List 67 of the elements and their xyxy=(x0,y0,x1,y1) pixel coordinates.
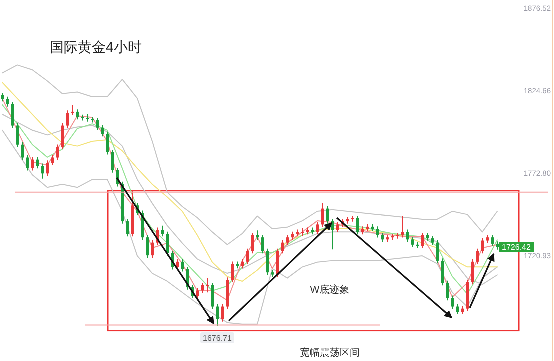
candlestick xyxy=(216,304,219,327)
candlestick xyxy=(36,156,39,170)
candlestick xyxy=(76,109,79,120)
candlestick xyxy=(11,102,14,129)
candlestick xyxy=(196,288,199,299)
candlestick xyxy=(376,226,379,238)
candlestick xyxy=(491,234,494,247)
candlestick xyxy=(221,304,224,322)
candlestick xyxy=(21,142,24,161)
candlestick xyxy=(286,234,289,246)
candlestick xyxy=(126,218,129,238)
annotation: 1726.42 xyxy=(502,242,532,252)
candlestick xyxy=(316,222,319,236)
candlestick xyxy=(181,259,184,272)
candlestick xyxy=(276,248,279,278)
candlestick xyxy=(201,282,204,294)
candlestick xyxy=(211,282,214,310)
candlestick xyxy=(261,234,264,254)
candlestick xyxy=(111,149,114,174)
candlestick xyxy=(381,232,384,243)
candlestick xyxy=(246,248,249,265)
candlestick xyxy=(421,232,424,249)
candlestick xyxy=(406,229,409,243)
candlestick xyxy=(281,240,284,254)
candlestick xyxy=(251,232,254,254)
candlestick xyxy=(321,203,324,228)
candlestick xyxy=(46,160,49,177)
candlestick xyxy=(51,154,54,166)
candlestick xyxy=(471,259,474,286)
candlestick xyxy=(456,304,459,315)
candlestick xyxy=(266,248,269,276)
candlestick xyxy=(206,278,209,294)
candlestick xyxy=(451,295,454,310)
annotation: 宽幅震荡区间 xyxy=(300,347,360,359)
candlestick xyxy=(61,122,64,150)
candlestick xyxy=(41,163,44,180)
candlestick xyxy=(436,240,439,264)
candlestick xyxy=(446,280,449,302)
candlestick xyxy=(146,234,149,258)
candlestick xyxy=(231,261,234,283)
candlestick xyxy=(336,222,339,234)
candlestick xyxy=(106,131,109,156)
candlestick xyxy=(26,154,29,172)
candlestick xyxy=(151,240,154,258)
annotation: W底迹象 xyxy=(310,284,350,296)
candlestick xyxy=(476,248,479,265)
candlestick xyxy=(441,258,444,286)
candlestick xyxy=(96,118,99,131)
candlestick xyxy=(401,216,404,238)
candlestick xyxy=(101,124,104,138)
candlestick xyxy=(71,104,74,116)
candlestick xyxy=(481,238,484,254)
candlestick xyxy=(66,110,69,129)
text: 国际黄金4小时 xyxy=(50,39,142,55)
candlestick xyxy=(241,259,244,270)
candlestick xyxy=(16,122,19,148)
candlestick xyxy=(411,236,414,248)
annotation: 1676.71 xyxy=(203,334,233,343)
candlestick xyxy=(326,206,329,224)
candlestick xyxy=(431,236,434,246)
candlestick xyxy=(166,231,169,256)
candlestick xyxy=(86,114,89,122)
candlestick xyxy=(31,156,34,172)
candlestick xyxy=(161,225,164,238)
candlestick xyxy=(56,144,59,161)
candlestick xyxy=(6,96,9,108)
candlestick xyxy=(356,215,359,236)
